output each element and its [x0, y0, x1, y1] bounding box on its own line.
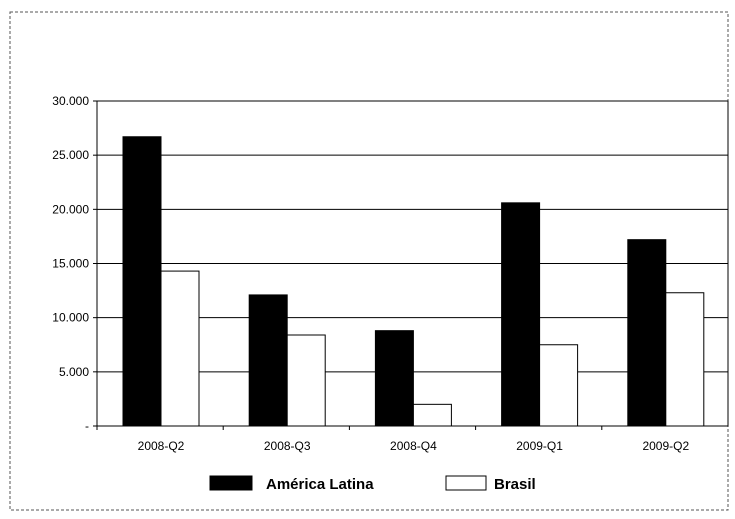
y-tick-label: 5.000	[59, 365, 89, 379]
legend-swatch-brasil	[445, 475, 487, 491]
x-tick-label: 2009-Q1	[516, 439, 563, 453]
x-tick-label: 2008-Q3	[264, 439, 311, 453]
y-tick-label: 25.000	[52, 148, 89, 162]
x-tick-label: 2008-Q4	[390, 439, 437, 453]
y-tick-label: 20.000	[52, 202, 89, 216]
bar-brasil	[539, 344, 579, 427]
bar-brasil	[665, 292, 705, 427]
bar-america-latina	[627, 239, 667, 427]
y-tick-label: 15.000	[52, 257, 89, 271]
bar-america-latina	[374, 330, 414, 427]
y-tick-label: 30.000	[52, 94, 89, 108]
x-tick-label: 2008-Q2	[138, 439, 185, 453]
legend-label-brasil: Brasil	[494, 476, 536, 493]
legend-label-america-latina: América Latina	[266, 476, 374, 493]
y-tick-label: -	[85, 419, 89, 433]
chart-border	[9, 11, 729, 511]
bar-brasil	[412, 403, 452, 427]
bar-america-latina	[248, 294, 288, 427]
y-tick-label: 10.000	[52, 311, 89, 325]
legend-swatch-america-latina	[209, 475, 253, 491]
x-tick-label: 2009-Q2	[642, 439, 689, 453]
bar-america-latina	[501, 202, 541, 427]
bar-america-latina	[122, 136, 162, 427]
bar-brasil	[160, 270, 200, 427]
bar-brasil	[286, 334, 326, 427]
